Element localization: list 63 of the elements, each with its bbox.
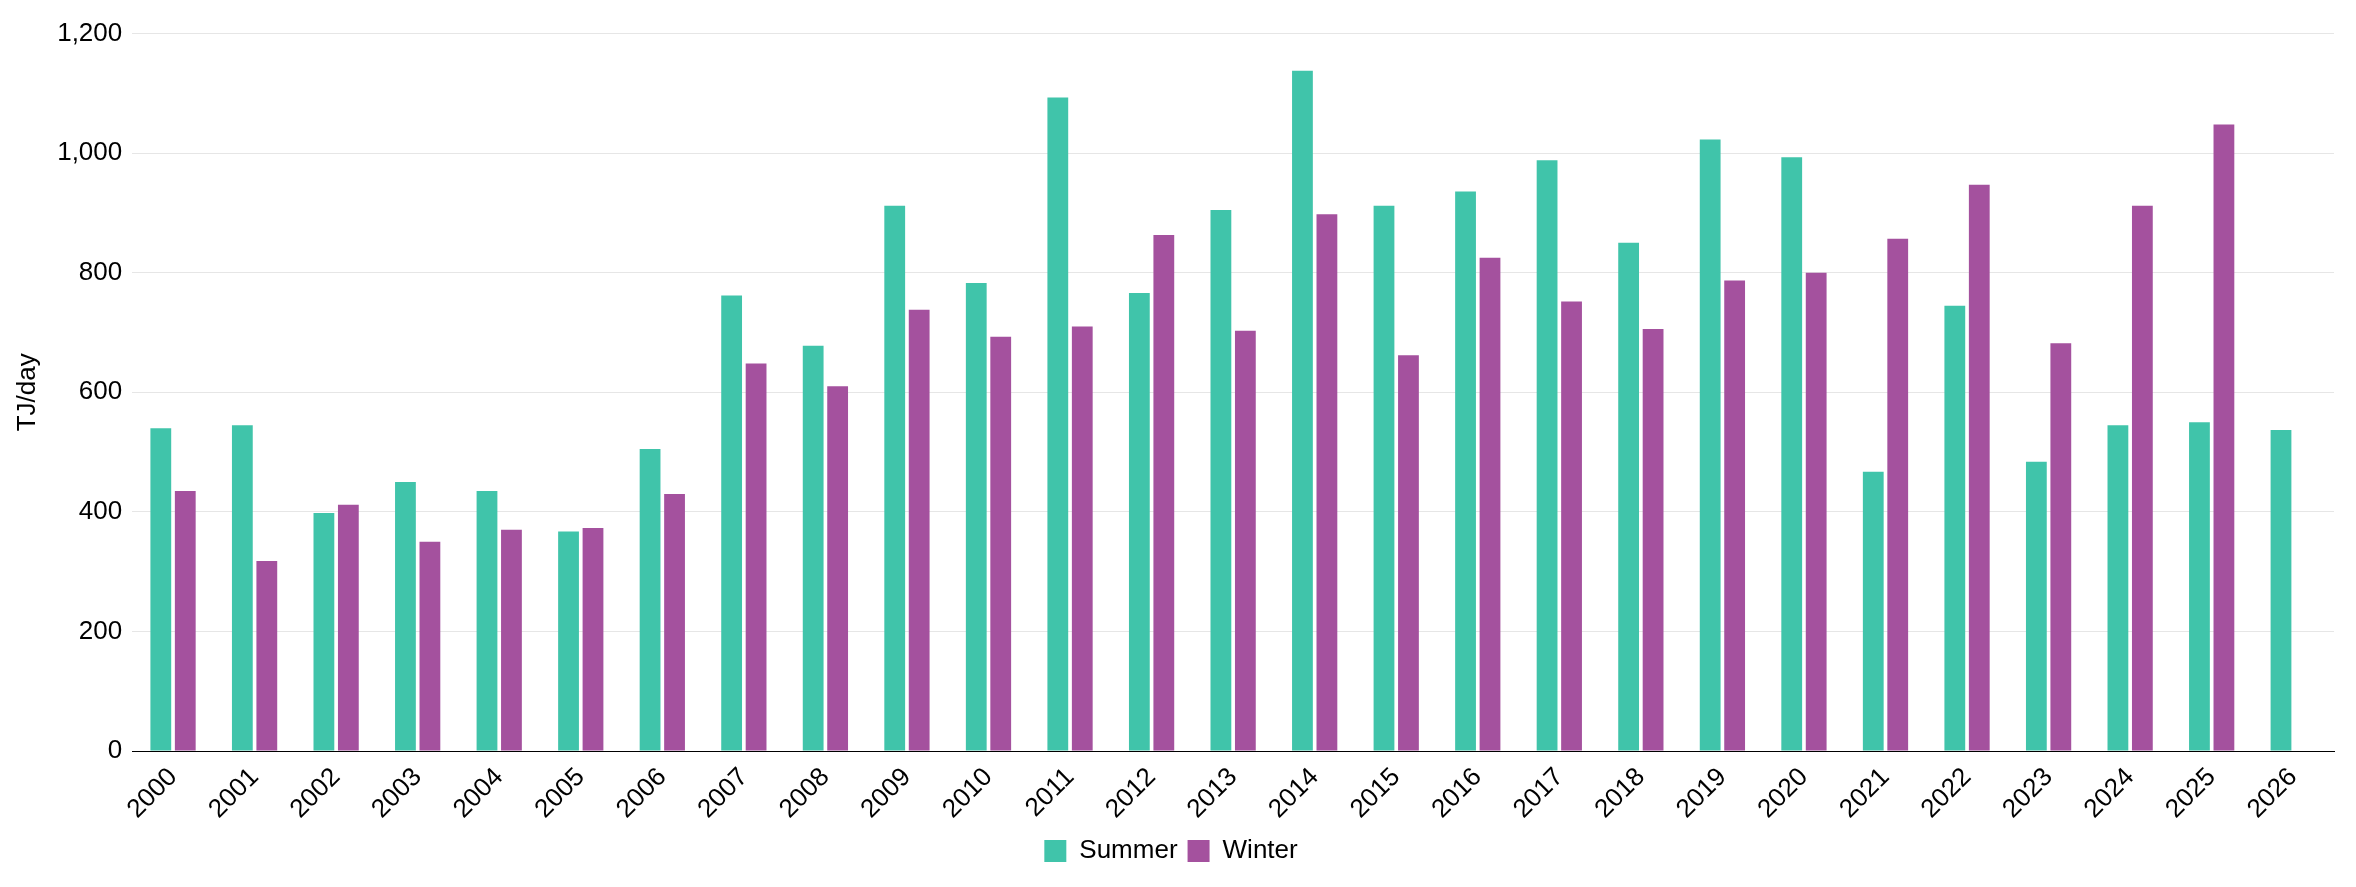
bar: [1234, 330, 1256, 751]
bar: [1699, 139, 1721, 751]
bar: [1455, 191, 1476, 751]
bar: [1398, 355, 1419, 751]
legend-label: Summer: [1079, 834, 1178, 865]
bar: [664, 493, 685, 751]
y-tick-label: 1,000: [57, 136, 123, 167]
bar: [1724, 280, 1746, 751]
bar: [908, 309, 930, 751]
y-tick-label: 600: [78, 375, 123, 406]
bar: [1153, 235, 1175, 751]
bar: [1373, 205, 1395, 751]
bar: [558, 531, 579, 751]
bar: [476, 490, 498, 751]
bar: [990, 336, 1012, 751]
bar: [1128, 293, 1150, 751]
bar: [337, 504, 359, 751]
bar: [2270, 429, 2292, 751]
bar: [1618, 242, 1640, 751]
bar: [1887, 238, 1909, 751]
bar: [1479, 257, 1501, 751]
bar: [1210, 209, 1232, 751]
bar: [965, 282, 987, 751]
bar: [2131, 205, 2153, 751]
bar: [150, 428, 172, 751]
bar: [1805, 272, 1827, 751]
bar: [313, 513, 335, 751]
bar: [231, 425, 253, 751]
bar: [2213, 124, 2235, 751]
legend-label: Winter: [1222, 834, 1299, 865]
bar: [2050, 343, 2072, 751]
bar: [2107, 425, 2129, 751]
bar: [1047, 97, 1069, 751]
y-tick-label: 400: [78, 495, 123, 526]
bar: [1561, 301, 1582, 751]
bar: [827, 386, 849, 751]
bar: [501, 529, 522, 751]
bar: [1071, 326, 1093, 751]
bar: [395, 482, 416, 751]
bar: [1316, 214, 1338, 751]
bar: [174, 490, 196, 751]
bar: [1536, 160, 1558, 751]
bar: [884, 205, 906, 751]
bar: [2189, 422, 2210, 751]
bar: [639, 449, 661, 751]
bar: [1862, 471, 1884, 751]
bar: [1968, 184, 1990, 751]
bar: [1944, 305, 1966, 751]
bar: [2025, 461, 2047, 751]
bar: [1781, 157, 1803, 751]
bar: [582, 528, 604, 751]
y-tick-label: 200: [78, 614, 123, 645]
bar: [419, 541, 441, 751]
bar: [1292, 70, 1313, 751]
bar: [721, 295, 743, 751]
y-tick-label: 800: [78, 255, 123, 286]
bar: [802, 345, 824, 751]
bar: [1642, 328, 1664, 751]
y-tick-label: 0: [107, 734, 123, 765]
bar: [745, 363, 767, 751]
y-axis-title: TJ/day: [10, 353, 41, 432]
bar: [256, 560, 278, 751]
y-tick-label: 1,200: [57, 16, 123, 47]
